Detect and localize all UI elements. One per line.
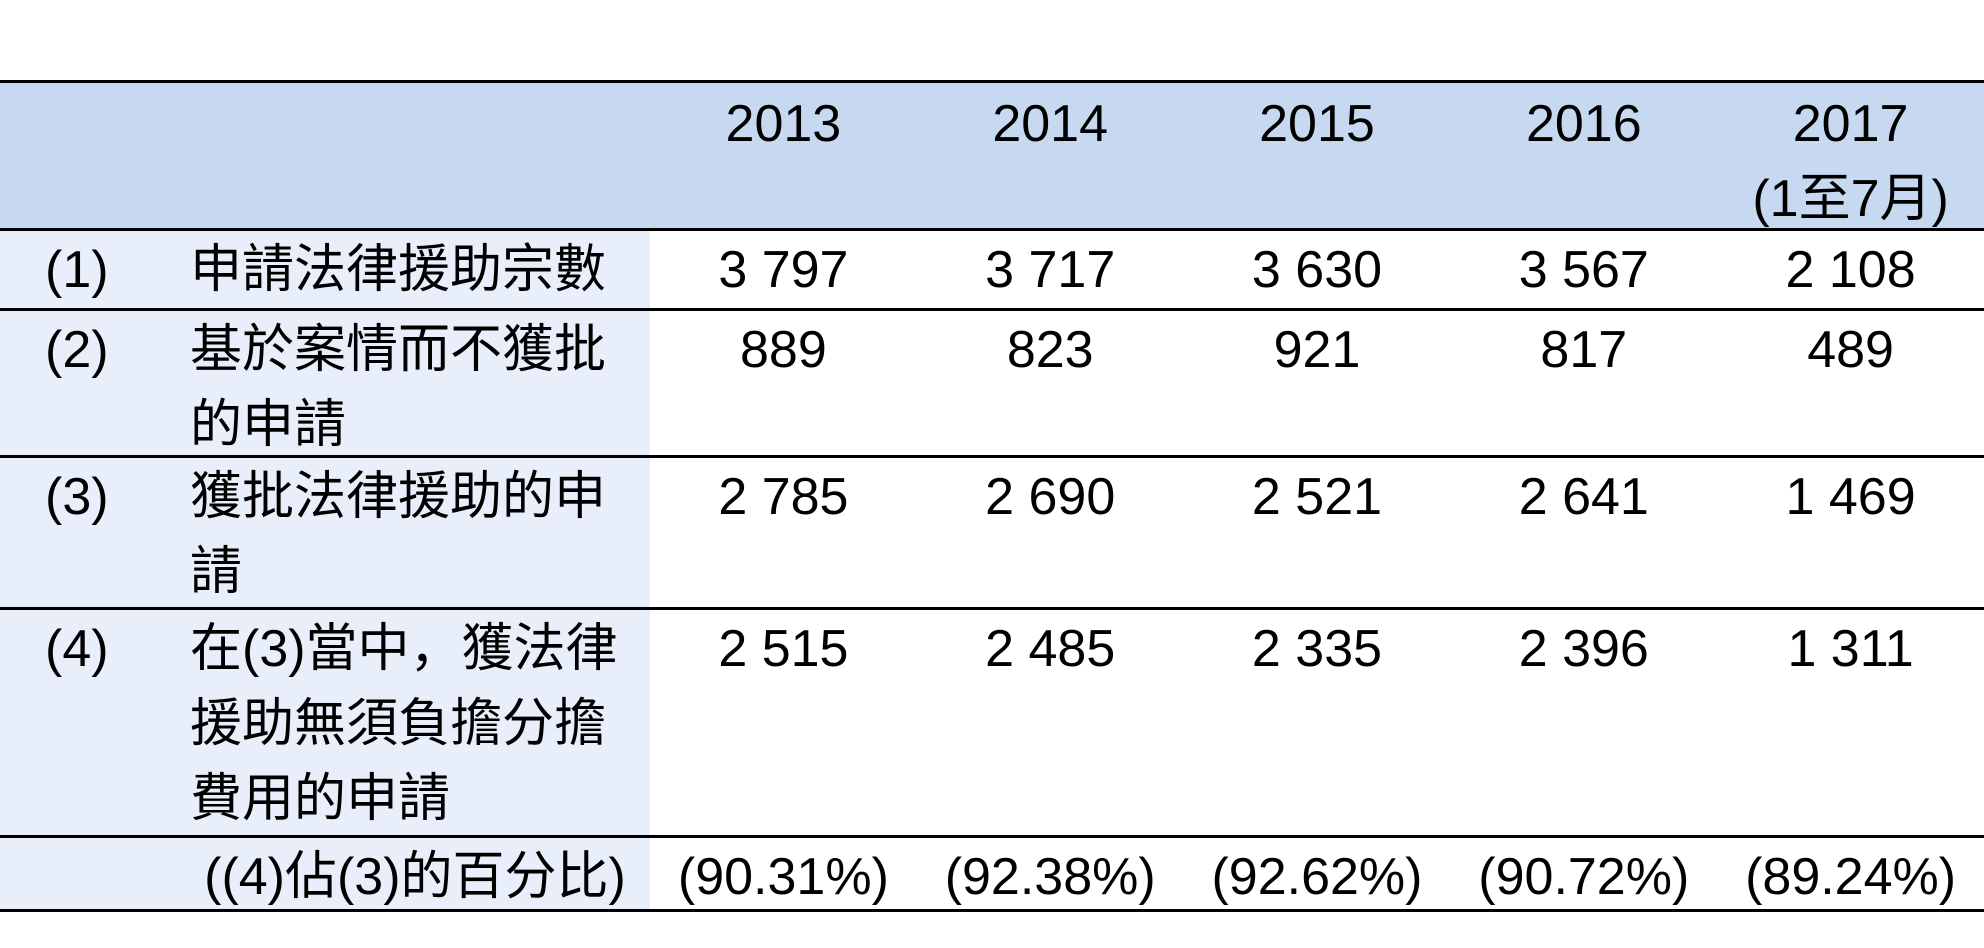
value-cell: 3 717 — [917, 231, 1184, 308]
value-cell: 2 485 — [917, 610, 1184, 835]
value: 3 630 — [1251, 241, 1383, 299]
year-label: 2017 — [1792, 95, 1909, 153]
header-year-2014: 2014 — [917, 83, 1184, 228]
value-cell: 489 — [1717, 311, 1984, 455]
value-cell: 2 641 — [1450, 458, 1717, 607]
header-year-2015: 2015 — [1184, 83, 1451, 228]
year-period-note: (1至7月) — [1752, 170, 1949, 228]
table-row-no-contribution: (4) 在(3)當中，獲法律 援助無須負擔分擔 費用的申請 2 515 2 48… — [0, 610, 1984, 838]
legal-aid-table: 2013 2014 2015 2016 2017 (1至7月) (1) 申請法律… — [0, 80, 1984, 912]
value: 3 717 — [985, 241, 1116, 299]
row-number: (2) — [45, 321, 109, 379]
value-cell: (90.31%) — [650, 838, 917, 909]
row-number: (4) — [45, 620, 109, 678]
value: 2 785 — [718, 468, 849, 526]
header-year-2016: 2016 — [1450, 83, 1717, 228]
table-row-percentage: ((4)佔(3)的百分比) (90.31%) (92.38%) (92.62%)… — [0, 838, 1984, 912]
value-cell: 2 108 — [1717, 231, 1984, 308]
value-cell: 3 630 — [1184, 231, 1451, 308]
value-cell: (90.72%) — [1450, 838, 1717, 909]
value: 817 — [1540, 321, 1628, 379]
year-label: 2014 — [992, 95, 1109, 153]
year-label: 2016 — [1525, 95, 1642, 153]
value: (89.24%) — [1745, 848, 1957, 906]
row-label-cell: ((4)佔(3)的百分比) — [0, 838, 650, 909]
value: 2 690 — [985, 468, 1116, 526]
value-cell: 1 311 — [1717, 610, 1984, 835]
value-cell: 817 — [1450, 311, 1717, 455]
row-label: 申請法律援助宗數 — [190, 241, 607, 299]
row-label: ((4)佔(3)的百分比) — [204, 848, 626, 906]
row-number: (3) — [45, 468, 109, 526]
value-cell: 2 396 — [1450, 610, 1717, 835]
value: 2 108 — [1785, 241, 1916, 299]
row-label-cell: (4) 在(3)當中，獲法律 援助無須負擔分擔 費用的申請 — [0, 610, 650, 835]
value: 489 — [1807, 321, 1894, 379]
header-year-2013: 2013 — [650, 83, 917, 228]
table-row-applications-received: (1) 申請法律援助宗數 3 797 3 717 3 630 3 567 2 1… — [0, 231, 1984, 311]
value: 2 485 — [985, 620, 1116, 678]
value: 2 521 — [1251, 468, 1383, 526]
value-cell: (92.62%) — [1184, 838, 1451, 909]
value-cell: 2 521 — [1184, 458, 1451, 607]
value: 2 515 — [718, 620, 849, 678]
value-cell: 1 469 — [1717, 458, 1984, 607]
value: (92.38%) — [944, 848, 1156, 906]
row-label: 基於案情而不獲批 的申請 — [190, 321, 607, 454]
table-row-refused-on-merits: (2) 基於案情而不獲批 的申請 889 823 921 817 489 — [0, 311, 1984, 458]
value-cell: (92.38%) — [917, 838, 1184, 909]
value: 2 335 — [1251, 620, 1383, 678]
value-cell: 3 797 — [650, 231, 917, 308]
value-cell: 2 335 — [1184, 610, 1451, 835]
row-label-cell: (1) 申請法律援助宗數 — [0, 231, 650, 308]
value-cell: 2 515 — [650, 610, 917, 835]
row-number: (1) — [45, 241, 109, 299]
value: 3 567 — [1518, 241, 1649, 299]
value: 2 396 — [1518, 620, 1649, 678]
value: 3 797 — [718, 241, 849, 299]
year-label: 2013 — [725, 95, 842, 153]
row-label-cell: (2) 基於案情而不獲批 的申請 — [0, 311, 650, 455]
row-label: 獲批法律援助的申 請 — [190, 468, 607, 601]
value: (90.72%) — [1478, 848, 1690, 906]
value: (92.62%) — [1211, 848, 1423, 906]
row-label: 在(3)當中，獲法律 援助無須負擔分擔 費用的申請 — [190, 620, 618, 828]
value-cell: 889 — [650, 311, 917, 455]
table-row-aid-granted: (3) 獲批法律援助的申 請 2 785 2 690 2 521 2 641 1… — [0, 458, 1984, 610]
value-cell: 921 — [1184, 311, 1451, 455]
value-cell: 2 785 — [650, 458, 917, 607]
value: (90.31%) — [677, 848, 889, 906]
year-label: 2015 — [1259, 95, 1375, 153]
value: 2 641 — [1518, 468, 1649, 526]
value-cell: 823 — [917, 311, 1184, 455]
value: 1 469 — [1785, 468, 1916, 526]
value-cell: (89.24%) — [1717, 838, 1984, 909]
value: 921 — [1273, 321, 1361, 379]
value: 889 — [740, 321, 827, 379]
value-cell: 3 567 — [1450, 231, 1717, 308]
value-cell: 2 690 — [917, 458, 1184, 607]
row-label-cell: (3) 獲批法律援助的申 請 — [0, 458, 650, 607]
value: 823 — [1006, 321, 1094, 379]
header-year-2017: 2017 (1至7月) — [1717, 83, 1984, 228]
table-header-row: 2013 2014 2015 2016 2017 (1至7月) — [0, 83, 1984, 231]
header-corner-cell — [0, 83, 650, 228]
value: 1 311 — [1787, 620, 1914, 678]
